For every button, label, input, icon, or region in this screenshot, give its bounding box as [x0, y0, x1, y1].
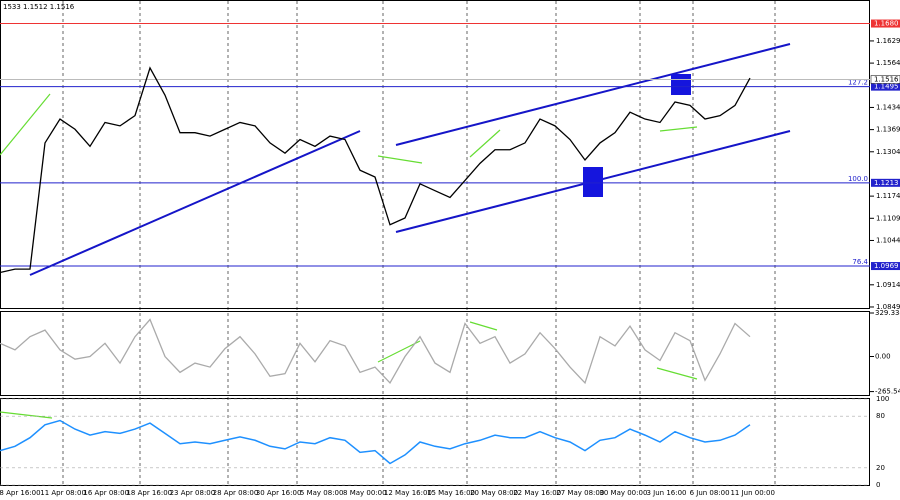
cci-panel [0, 311, 870, 396]
level-tag [871, 178, 900, 187]
level-label: 1.0969 [874, 262, 899, 270]
price-tick-label: 1.1174 [876, 192, 900, 200]
date-label: 30 Apr 16:00 [256, 489, 302, 497]
ohlc-header: 1533 1.1512 1.1516 [3, 3, 75, 11]
cci-tick-label: 0.00 [875, 353, 891, 361]
cci-line [0, 318, 751, 385]
date-label: 27 May 08:00 [556, 489, 604, 497]
level-label: 1.1680 [874, 20, 899, 28]
price-tick-label: 1.1629 [876, 37, 900, 45]
level-label: 1.1213 [874, 179, 899, 187]
fib-label: 127.2 [848, 79, 868, 87]
rsi-tick-label: 0 [876, 481, 880, 489]
rsi-tick-label: 20 [876, 464, 885, 472]
date-label: 3 Jun 16:00 [646, 489, 686, 497]
price-line [0, 66, 751, 274]
price-tick-label: 1.1044 [876, 236, 900, 244]
date-label: 22 May 16:00 [513, 489, 561, 497]
divergence-lines [0, 93, 698, 419]
rsi-tick-label: 80 [876, 412, 885, 420]
fib-label: 76.4 [852, 258, 868, 266]
date-label: 5 May 08:00 [300, 489, 344, 497]
price-tick-label: 1.1369 [876, 126, 900, 134]
level-tag [871, 82, 900, 91]
level-label: 1.1495 [874, 83, 899, 91]
rsi-panel [0, 398, 870, 486]
cci-tick-label: 329.3341 [875, 309, 900, 317]
price-tick-label: 1.1434 [876, 103, 900, 111]
price-tick-label: 1.1304 [876, 148, 900, 156]
date-label: 16 Apr 08:00 [83, 489, 129, 497]
date-label: 28 Apr 08:00 [213, 489, 259, 497]
current-tag [870, 75, 900, 84]
price-tick-label: 1.0914 [876, 281, 900, 289]
date-label: 8 Apr 16:00 [0, 489, 41, 497]
zone-box [671, 74, 691, 95]
zone-box [583, 167, 603, 197]
date-label: 15 May 16:00 [427, 489, 475, 497]
date-label: 23 Apr 08:00 [170, 489, 216, 497]
date-label: 6 Jun 08:00 [690, 489, 730, 497]
cci-tick-label: -265.544 [875, 388, 900, 396]
price-tick-label: 1.1564 [876, 59, 900, 67]
current-label: 1.1516 [874, 75, 899, 83]
date-label: 18 Apr 16:00 [126, 489, 172, 497]
fib-label: 100.0 [848, 175, 868, 183]
date-label: 12 May 16:00 [384, 489, 432, 497]
rsi-line [0, 419, 751, 465]
price-tick-label: 1.1109 [876, 214, 900, 222]
rsi-tick-label: 100 [876, 395, 889, 403]
date-label: 11 Apr 08:00 [40, 489, 86, 497]
date-label: 30 May 00:00 [599, 489, 647, 497]
level-tag [871, 19, 900, 28]
date-label: 20 May 08:00 [470, 489, 518, 497]
level-tag [871, 262, 900, 271]
price-tick-label: 1.0849 [876, 303, 900, 311]
date-label: 11 Jun 00:00 [730, 489, 774, 497]
date-label: 8 May 00:00 [343, 489, 387, 497]
